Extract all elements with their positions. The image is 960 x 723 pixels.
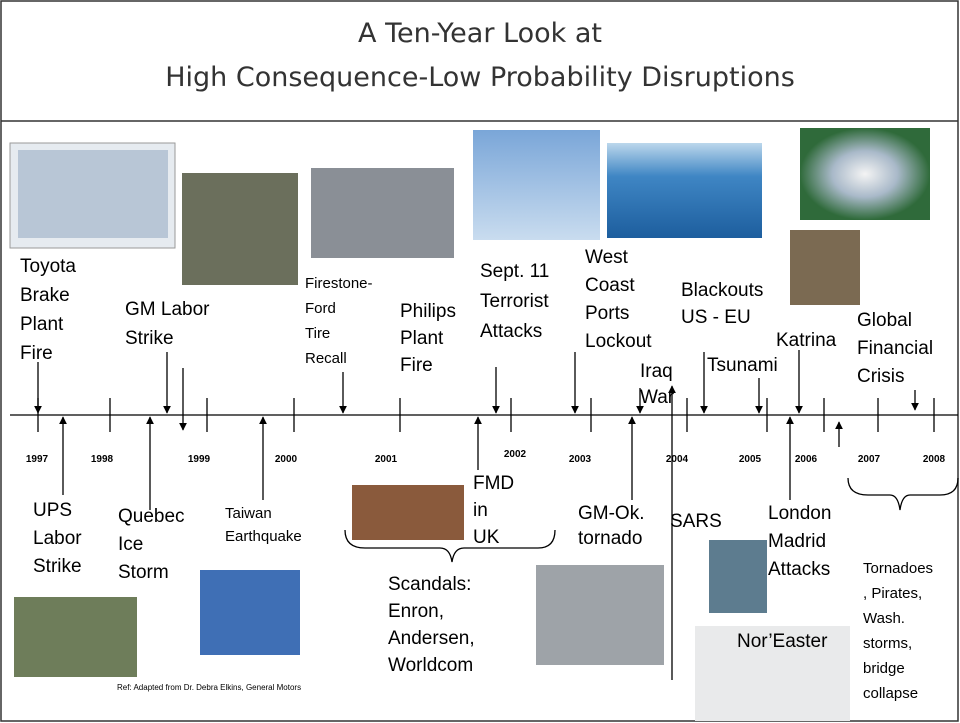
- event-label: GM Labor: [125, 299, 210, 320]
- event-label: FMD: [473, 473, 514, 494]
- photo: [311, 168, 454, 258]
- event-label: Worldcom: [388, 655, 473, 676]
- event-label: Lockout: [585, 331, 652, 352]
- year-label: 1998: [91, 454, 114, 465]
- brace: [848, 478, 958, 510]
- event-label: Ford: [305, 300, 336, 317]
- slide: A Ten-Year Look at High Consequence-Low …: [0, 0, 960, 723]
- event-label: Plant: [400, 328, 444, 349]
- event-label: Tornadoes: [863, 560, 933, 577]
- event-label: Toyota: [20, 256, 76, 277]
- event-label: Labor: [33, 528, 82, 549]
- year-label: 2008: [923, 454, 946, 465]
- event-label: UK: [473, 527, 500, 548]
- event-label: Wash.: [863, 610, 905, 627]
- year-label: 2000: [275, 454, 298, 465]
- photo: [18, 150, 168, 238]
- event-label: in: [473, 500, 488, 521]
- event-label: Brake: [20, 285, 70, 306]
- event-label: tornado: [578, 528, 642, 549]
- photo: [200, 570, 300, 655]
- slide-frame: [1, 1, 958, 721]
- year-label: 2007: [858, 454, 881, 465]
- event-label: Financial: [857, 338, 933, 359]
- event-label: Earthquake: [225, 528, 302, 545]
- event-label: Blackouts: [681, 280, 763, 301]
- event-label: West: [585, 247, 629, 268]
- event-label: US - EU: [681, 307, 751, 328]
- year-label: 1999: [188, 454, 211, 465]
- photo: [473, 130, 600, 240]
- event-label: Tire: [305, 325, 330, 342]
- year-label: 2006: [795, 454, 818, 465]
- event-label: Crisis: [857, 366, 905, 387]
- event-label: Philips: [400, 301, 456, 322]
- event-label: Tsunami: [707, 355, 778, 376]
- title-line: High Consequence-Low Probability Disrupt…: [165, 62, 795, 93]
- event-label: Ports: [585, 303, 629, 324]
- event-label: Fire: [400, 355, 433, 376]
- event-label: Ice: [118, 534, 143, 555]
- year-label: 2005: [739, 454, 762, 465]
- event-label: Coast: [585, 275, 635, 296]
- event-label: collapse: [863, 685, 918, 702]
- year-label: 1997: [26, 454, 49, 465]
- photo: [800, 128, 930, 220]
- event-label: Taiwan: [225, 505, 272, 522]
- event-label: Enron,: [388, 601, 444, 622]
- event-label: London: [768, 503, 831, 524]
- event-label: bridge: [863, 660, 905, 677]
- event-label: Katrina: [776, 330, 837, 351]
- event-label: Attacks: [768, 559, 830, 580]
- event-label: UPS: [33, 500, 72, 521]
- event-label: Fire: [20, 343, 53, 364]
- event-label: storms,: [863, 635, 912, 652]
- event-label: Attacks: [480, 321, 542, 342]
- photo: [790, 230, 860, 305]
- event-label: Nor’Easter: [737, 631, 828, 652]
- event-label: Iraq: [640, 361, 673, 382]
- reference: Ref: Adapted from Dr. Debra Elkins, Gene…: [117, 683, 301, 692]
- event-label: Strike: [125, 328, 174, 349]
- year-label: 2004: [666, 454, 689, 465]
- title-line: A Ten-Year Look at: [358, 18, 602, 49]
- event-label: Strike: [33, 556, 82, 577]
- event-label: Andersen,: [388, 628, 475, 649]
- event-label: Sept. 11: [480, 261, 549, 282]
- event-label: Firestone-: [305, 275, 373, 292]
- photo: [14, 597, 137, 677]
- photo: [182, 173, 298, 285]
- event-label: Scandals:: [388, 574, 471, 595]
- event-label: SARS: [670, 511, 722, 532]
- year-label: 2003: [569, 454, 592, 465]
- event-label: War: [640, 387, 675, 408]
- event-label: Quebec: [118, 506, 185, 527]
- event-label: , Pirates,: [863, 585, 922, 602]
- event-label: Plant: [20, 314, 64, 335]
- photo: [709, 540, 767, 613]
- year-label: 2002: [504, 449, 527, 460]
- photo: [607, 143, 762, 238]
- photo: [352, 485, 464, 540]
- year-label: 2001: [375, 454, 398, 465]
- event-label: Terrorist: [480, 291, 549, 312]
- event-label: Storm: [118, 562, 169, 583]
- event-label: Madrid: [768, 531, 826, 552]
- event-label: Global: [857, 310, 912, 331]
- event-label: GM-Ok.: [578, 503, 645, 524]
- photo: [536, 565, 664, 665]
- event-label: Recall: [305, 350, 347, 367]
